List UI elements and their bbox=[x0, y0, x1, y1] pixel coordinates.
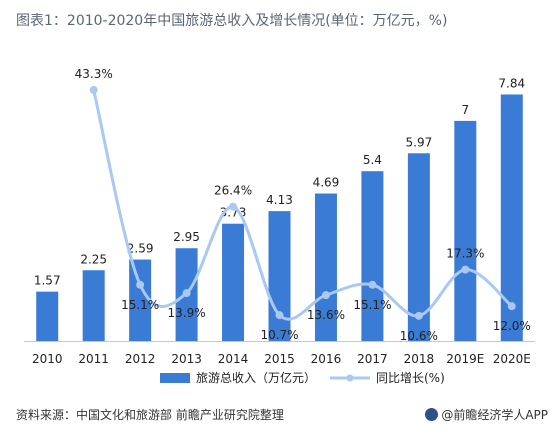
x-tick-label: 2017 bbox=[357, 352, 388, 366]
bar-2019E bbox=[454, 120, 477, 341]
x-tick-label: 2015 bbox=[264, 352, 295, 366]
bar-value-label: 2.95 bbox=[173, 230, 200, 244]
growth-point-2011 bbox=[89, 86, 98, 94]
x-tick-label: 2019E bbox=[446, 352, 484, 366]
legend-line-marker bbox=[346, 374, 354, 382]
bar-value-label: 2.25 bbox=[80, 252, 107, 266]
growth-value-label: 10.6% bbox=[400, 329, 438, 343]
growth-value-label: 15.1% bbox=[353, 298, 391, 312]
bar-2020E bbox=[500, 94, 523, 341]
growth-point-2015 bbox=[275, 311, 284, 320]
bar-2012 bbox=[129, 259, 152, 341]
chart-canvas: 1.572.252.592.953.734.134.695.45.9777.84… bbox=[24, 67, 535, 385]
x-tick-label: 2020E bbox=[493, 352, 531, 366]
bar-value-label: 2.59 bbox=[127, 242, 154, 256]
growth-point-2019E bbox=[461, 265, 470, 274]
bar-2010 bbox=[36, 291, 59, 341]
growth-point-2013 bbox=[182, 289, 191, 298]
growth-point-2012 bbox=[136, 280, 145, 289]
bar-2018 bbox=[407, 153, 430, 341]
x-tick-label: 2018 bbox=[404, 352, 435, 366]
growth-value-label: 17.3% bbox=[446, 247, 484, 261]
x-tick-label: 2012 bbox=[125, 352, 156, 366]
x-tick-label: 2011 bbox=[78, 352, 109, 366]
legend-bar-label: 旅游总收入（万亿元） bbox=[196, 370, 316, 385]
logo-icon bbox=[425, 408, 439, 421]
bar-value-label: 5.97 bbox=[406, 135, 433, 149]
growth-point-2020E bbox=[507, 302, 516, 311]
growth-line bbox=[92, 89, 513, 321]
growth-value-label: 10.7% bbox=[260, 328, 298, 342]
growth-value-label: 13.9% bbox=[168, 306, 206, 320]
x-tick-label: 2013 bbox=[171, 352, 202, 366]
bar-value-label: 4.69 bbox=[313, 176, 340, 190]
growth-value-label: 26.4% bbox=[214, 184, 252, 198]
logo-text: @前瞻经济学人APP bbox=[441, 408, 548, 422]
footer: 资料来源：中国文化和旅游部 前瞻产业研究院整理 @前瞻经济学人APP bbox=[0, 400, 560, 436]
growth-point-2014 bbox=[229, 202, 238, 211]
brand-logo: @前瞻经济学人APP bbox=[425, 406, 548, 423]
bar-2016 bbox=[314, 193, 337, 341]
growth-value-label: 12.0% bbox=[493, 319, 531, 333]
bar-value-label: 7.84 bbox=[498, 76, 525, 90]
legend-bar-swatch bbox=[160, 373, 190, 383]
x-tick-label: 2010 bbox=[32, 352, 63, 366]
growth-point-2018 bbox=[414, 311, 423, 320]
bar-2015 bbox=[268, 211, 291, 341]
growth-value-label: 15.1% bbox=[121, 298, 159, 312]
bar-2011 bbox=[82, 270, 105, 341]
bar-value-label: 4.13 bbox=[266, 193, 293, 207]
bar-value-label: 5.4 bbox=[363, 153, 382, 167]
bar-value-label: 1.57 bbox=[34, 274, 61, 288]
bar-value-label: 7 bbox=[461, 103, 469, 117]
growth-value-label: 13.6% bbox=[307, 308, 345, 322]
source-note: 资料来源：中国文化和旅游部 前瞻产业研究院整理 bbox=[16, 408, 284, 422]
growth-point-2016 bbox=[321, 291, 330, 300]
x-tick-label: 2016 bbox=[311, 352, 342, 366]
bar-2014 bbox=[222, 223, 245, 341]
growth-point-2017 bbox=[368, 280, 377, 289]
growth-value-label: 43.3% bbox=[75, 67, 113, 81]
bar-2017 bbox=[361, 171, 384, 341]
legend-line-label: 同比增长(%) bbox=[376, 371, 445, 385]
x-tick-label: 2014 bbox=[218, 352, 249, 366]
chart-title: 图表1：2010-2020年中国旅游总收入及增长情况(单位：万亿元，%) bbox=[16, 13, 448, 29]
